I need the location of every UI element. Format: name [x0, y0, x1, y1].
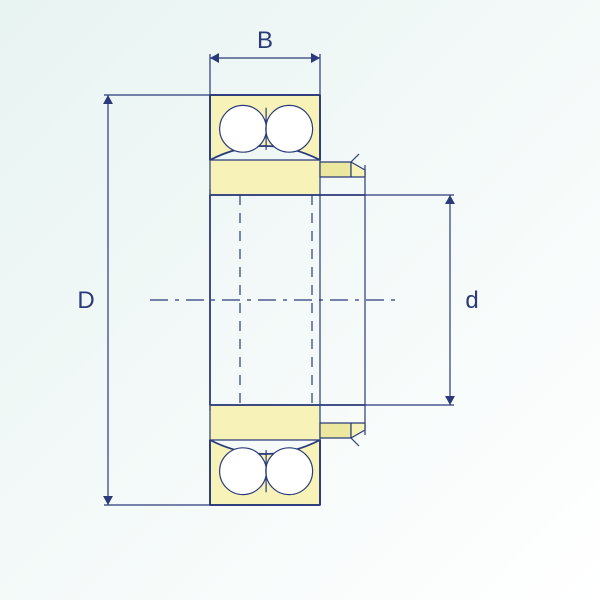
inner-diameter-label: d: [465, 287, 478, 314]
outer-diameter-label: D: [77, 287, 94, 314]
bearing-diagram: B D d: [0, 0, 600, 600]
width-label: B: [257, 27, 273, 54]
